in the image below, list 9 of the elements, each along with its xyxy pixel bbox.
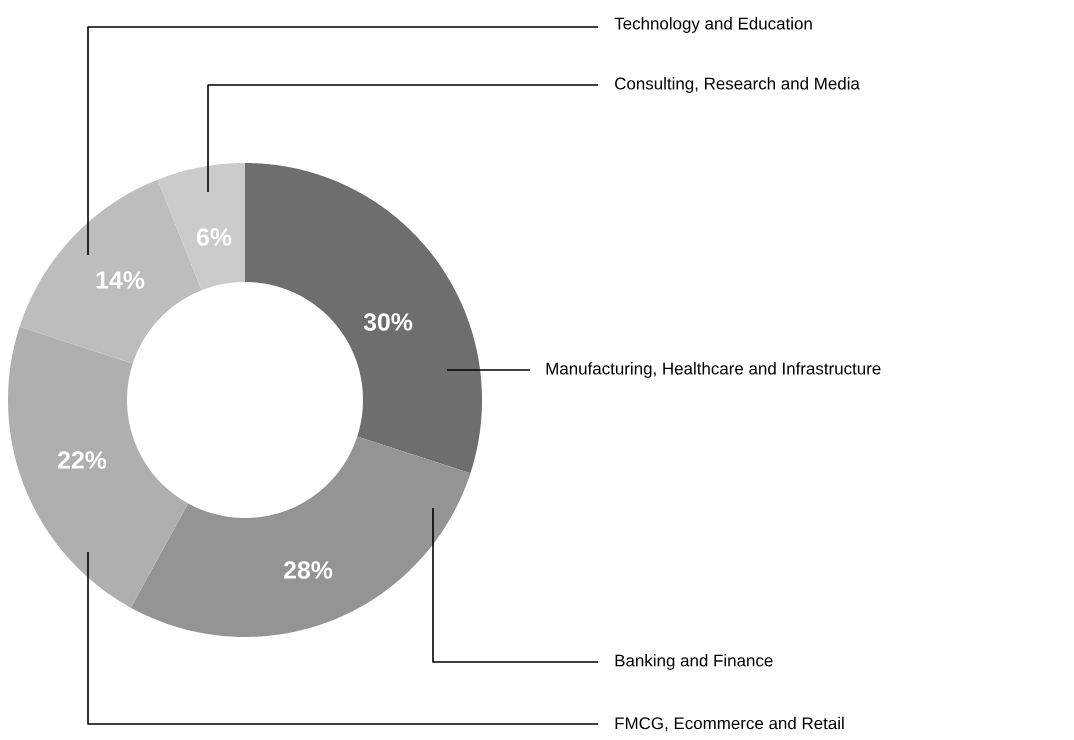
data-label: 28% [283,561,333,579]
slice-label: Banking and Finance [615,654,773,670]
slice-label: Manufacturing, Healthcare and Infrastructure [546,362,881,378]
slice-label: FMCG, Ecommerce and Retail [615,716,844,732]
slice-label: Consulting, Research and Media [615,77,860,93]
slice-label: Technology and Education [614,17,812,33]
data-label: 14% [96,271,145,289]
data-label: 22% [57,451,107,469]
data-label: 30% [363,313,413,331]
